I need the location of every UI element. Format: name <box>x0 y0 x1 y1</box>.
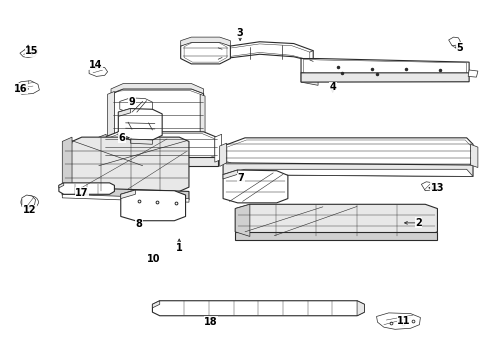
Polygon shape <box>121 190 186 221</box>
Polygon shape <box>200 94 205 141</box>
Polygon shape <box>108 91 115 139</box>
Text: 17: 17 <box>75 188 89 198</box>
Polygon shape <box>62 137 72 196</box>
Polygon shape <box>235 204 250 237</box>
Polygon shape <box>120 98 152 113</box>
Polygon shape <box>301 73 318 85</box>
Polygon shape <box>103 132 218 162</box>
Text: 5: 5 <box>456 43 463 53</box>
Polygon shape <box>62 194 189 202</box>
Polygon shape <box>223 163 473 176</box>
Polygon shape <box>220 143 226 166</box>
Text: 9: 9 <box>128 97 135 107</box>
Polygon shape <box>62 137 189 192</box>
Text: 10: 10 <box>147 254 161 264</box>
Polygon shape <box>421 182 434 191</box>
Polygon shape <box>20 45 38 58</box>
Text: 3: 3 <box>237 28 244 38</box>
Text: 15: 15 <box>25 46 39 57</box>
Text: 12: 12 <box>23 205 36 215</box>
Polygon shape <box>121 190 135 199</box>
Polygon shape <box>152 301 160 308</box>
Polygon shape <box>449 37 460 46</box>
Polygon shape <box>223 138 473 171</box>
Polygon shape <box>103 157 218 166</box>
Text: 14: 14 <box>89 60 102 69</box>
Polygon shape <box>223 170 288 203</box>
Polygon shape <box>223 169 473 176</box>
Polygon shape <box>89 66 108 76</box>
Polygon shape <box>15 81 39 94</box>
Polygon shape <box>223 170 238 179</box>
Polygon shape <box>301 59 469 76</box>
Polygon shape <box>357 301 365 316</box>
Text: 4: 4 <box>329 82 336 92</box>
Polygon shape <box>111 84 203 94</box>
Polygon shape <box>215 134 221 162</box>
Polygon shape <box>62 187 189 200</box>
Text: 2: 2 <box>415 218 422 228</box>
Polygon shape <box>59 183 64 188</box>
Polygon shape <box>470 144 478 167</box>
Text: 7: 7 <box>238 173 245 183</box>
Polygon shape <box>22 195 35 208</box>
Text: 1: 1 <box>176 243 183 253</box>
Polygon shape <box>181 41 230 64</box>
Text: 8: 8 <box>136 219 143 229</box>
Text: 18: 18 <box>204 317 218 327</box>
Polygon shape <box>235 204 438 237</box>
Polygon shape <box>218 42 313 62</box>
Polygon shape <box>301 73 469 82</box>
Text: 16: 16 <box>14 84 27 94</box>
Polygon shape <box>99 134 106 159</box>
Polygon shape <box>111 89 203 141</box>
Polygon shape <box>118 109 162 140</box>
Polygon shape <box>468 70 478 77</box>
Polygon shape <box>376 313 420 329</box>
Text: 6: 6 <box>119 133 125 143</box>
Polygon shape <box>181 37 230 46</box>
Polygon shape <box>59 183 115 194</box>
Polygon shape <box>303 59 466 76</box>
Polygon shape <box>118 109 130 116</box>
Polygon shape <box>235 232 438 240</box>
Text: 13: 13 <box>431 183 444 193</box>
Polygon shape <box>152 301 365 316</box>
Text: 11: 11 <box>397 316 411 326</box>
Polygon shape <box>130 139 152 144</box>
